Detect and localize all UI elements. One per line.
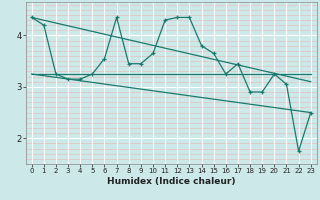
X-axis label: Humidex (Indice chaleur): Humidex (Indice chaleur)	[107, 177, 236, 186]
